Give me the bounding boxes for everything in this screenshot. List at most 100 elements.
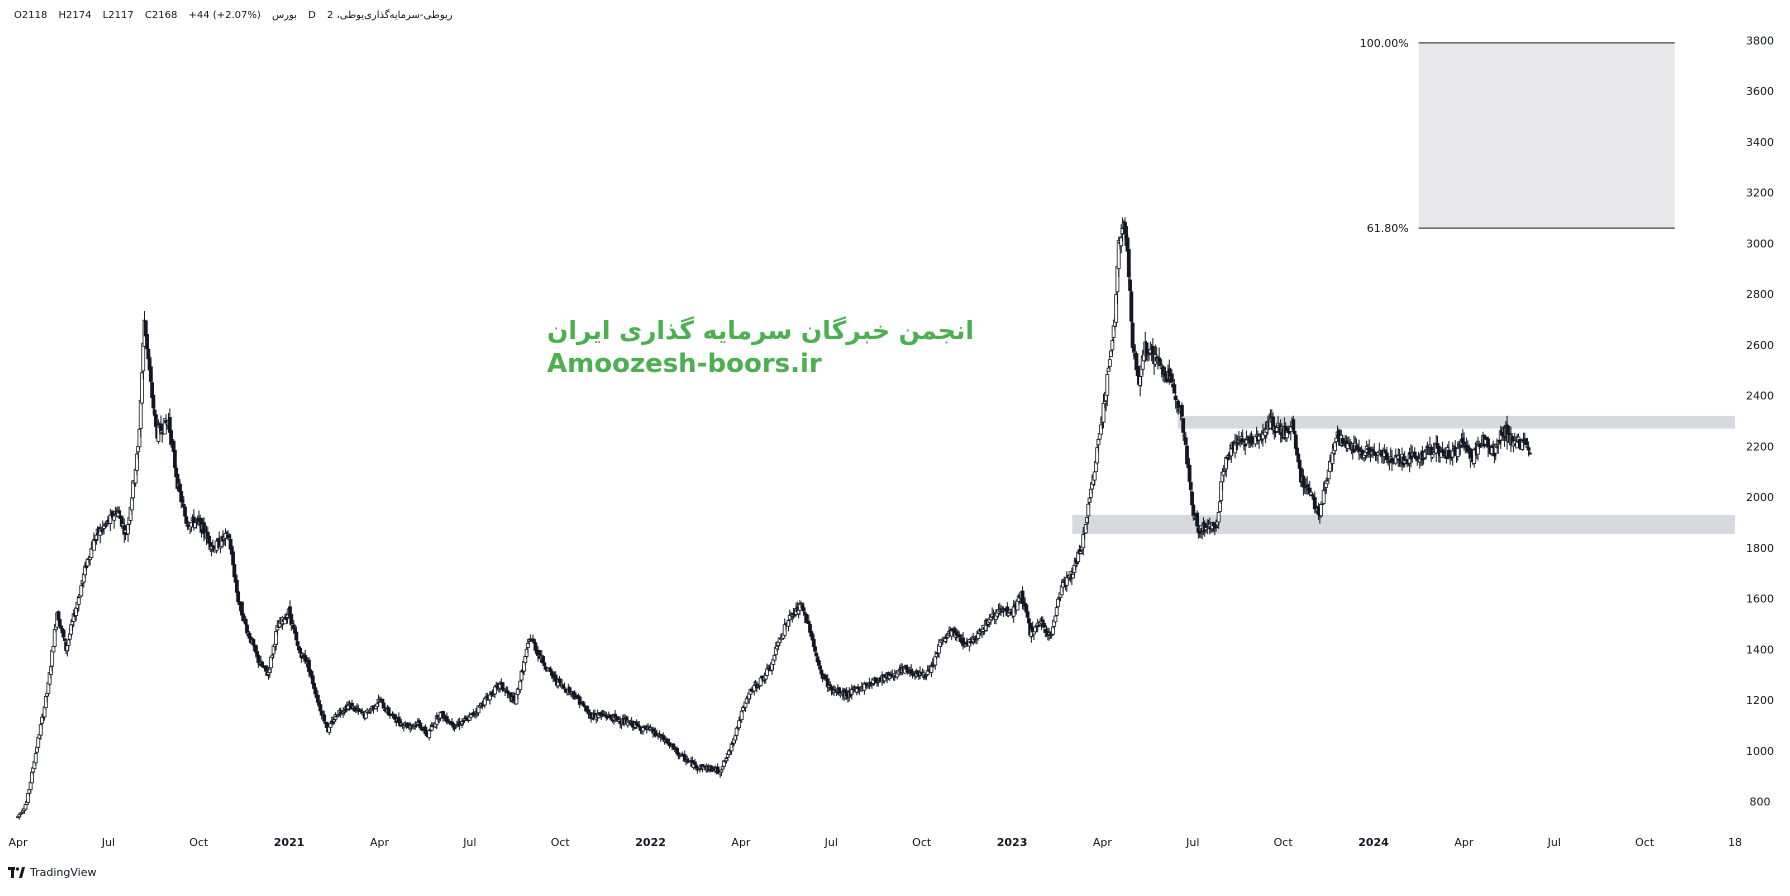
candle — [79, 583, 84, 597]
candle-body — [1025, 611, 1030, 618]
candle-body — [264, 665, 268, 672]
candle-body — [328, 723, 333, 728]
candle — [1056, 597, 1060, 609]
candle-body — [1187, 464, 1192, 482]
tradingview-label: TradingView — [30, 866, 97, 879]
legend-interval[interactable]: D — [308, 10, 316, 21]
x-tick-label: Apr — [1454, 836, 1474, 849]
candle-body — [33, 753, 38, 764]
legend-low: L2117 — [102, 10, 134, 21]
candle-body — [518, 680, 523, 691]
watermark-english: Amoozesh-boors.ir — [547, 349, 822, 379]
candle-body — [976, 633, 981, 639]
x-tick-label: Oct — [1635, 836, 1655, 849]
candle-body — [1195, 512, 1200, 527]
candle-body — [386, 707, 391, 715]
candle-body — [313, 687, 318, 695]
legend-open: O2118 — [14, 10, 48, 21]
y-tick-label: 3800 — [1746, 34, 1774, 47]
x-tick-label: Apr — [8, 836, 28, 849]
candle-body — [324, 721, 329, 728]
y-tick-label: 3000 — [1746, 237, 1774, 250]
candle-body — [256, 654, 261, 663]
candle-body — [241, 613, 246, 621]
candle — [1319, 504, 1324, 518]
y-tick-label: 800 — [1750, 796, 1771, 809]
x-tick-label: Oct — [912, 836, 932, 849]
candle-body — [1301, 475, 1306, 488]
candle-body — [322, 714, 327, 722]
candle — [1054, 605, 1059, 617]
candle-body — [141, 342, 146, 372]
candle-body — [904, 664, 909, 670]
fib-label-100: 100.00% — [1360, 37, 1409, 50]
candle-body — [143, 320, 148, 337]
candle-body — [51, 646, 56, 653]
candle-body — [172, 449, 177, 468]
candle-body — [184, 516, 189, 524]
candle — [451, 723, 456, 731]
candle — [1053, 614, 1058, 624]
legend-symbol[interactable]: ریوطی-سرمایه‌گذاری‌یوطی، 2 — [327, 10, 453, 21]
candle-body — [765, 668, 769, 676]
candle-body — [1319, 504, 1324, 517]
candle — [1176, 399, 1181, 416]
y-tick-label: 1200 — [1746, 694, 1774, 707]
x-tick-label: 2021 — [274, 836, 305, 849]
y-tick-label: 1000 — [1746, 745, 1774, 758]
candle — [531, 634, 535, 643]
y-tick-label: 3400 — [1746, 136, 1774, 149]
candle-body — [151, 394, 156, 409]
y-tick-label: 2600 — [1746, 339, 1774, 352]
candle — [423, 724, 428, 737]
candle-body — [117, 510, 122, 514]
candle-body — [135, 453, 139, 471]
candle-body — [525, 642, 530, 648]
x-tick-label: Jul — [824, 836, 838, 849]
candle-body — [469, 714, 473, 718]
candle — [1169, 368, 1174, 384]
candle-body — [741, 707, 745, 712]
watermark-persian: انجمن خبرگان سرمایه گذاری ایران — [547, 316, 974, 345]
candle — [1126, 237, 1131, 285]
candle-body — [1169, 373, 1174, 383]
candle-body — [1107, 359, 1112, 367]
candle-body — [61, 629, 66, 638]
candle — [183, 503, 187, 518]
candle — [1105, 369, 1110, 407]
candle-body — [876, 680, 881, 683]
candle-body — [289, 613, 294, 625]
candle-body — [1292, 430, 1297, 435]
candle-body — [452, 727, 457, 730]
candle-body — [1430, 454, 1435, 458]
candle — [453, 725, 458, 728]
candle-body — [500, 682, 505, 691]
candle-body — [1092, 471, 1097, 481]
candle-body — [806, 620, 811, 624]
candle-body — [303, 655, 308, 662]
candle-body — [531, 638, 535, 642]
candle — [202, 517, 206, 542]
candle-body — [57, 619, 62, 627]
candle-body — [1129, 291, 1134, 322]
candle-body — [1176, 400, 1181, 408]
candle-body — [202, 522, 206, 535]
candle-body — [1235, 443, 1240, 446]
legend-close: C2168 — [144, 10, 178, 21]
candle-body — [814, 652, 819, 657]
candle-body — [1126, 249, 1131, 277]
x-tick-label: 18 — [1728, 836, 1742, 849]
candle-body — [232, 564, 237, 578]
candle — [557, 676, 562, 686]
candle-body — [1053, 615, 1058, 623]
candle — [719, 769, 724, 777]
candle — [427, 730, 432, 741]
candle — [61, 628, 66, 640]
candle — [414, 724, 419, 728]
legend-exchange: بورس — [271, 10, 297, 21]
time-axis: Apr Jul Oct 2021 Apr Jul Oct 2022 Apr Jul Oct 2023 A… — [8, 836, 1742, 849]
legend-high: H2174 — [58, 10, 92, 21]
tradingview-logo[interactable]: TradingView — [8, 866, 96, 879]
